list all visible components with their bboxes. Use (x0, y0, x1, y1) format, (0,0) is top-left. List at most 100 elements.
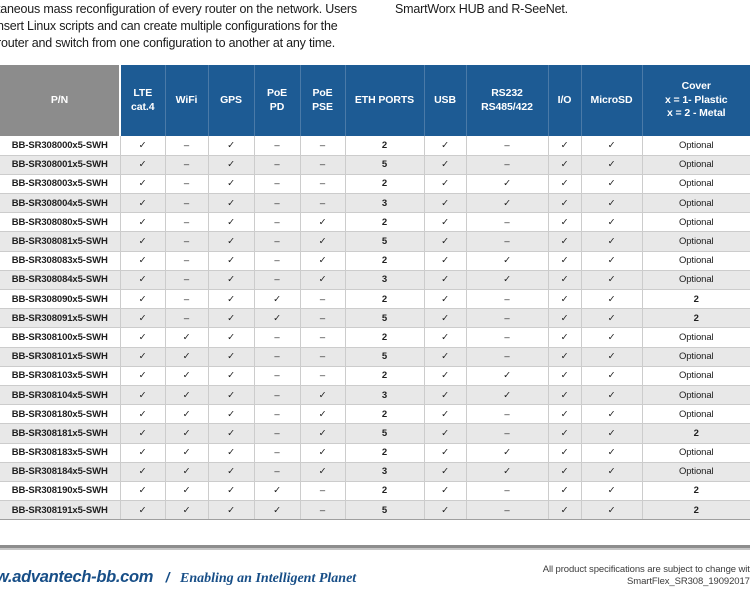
cell-poe-pse: ✓ (300, 212, 346, 233)
cell-poe-pse: – (300, 136, 346, 156)
footer-slash: / (165, 569, 170, 585)
cell-microsd: ✓ (581, 327, 643, 348)
cell-usb: ✓ (424, 174, 467, 195)
cell-microsd: ✓ (581, 366, 643, 386)
intro-line: nsert Linux scripts and can create multi… (0, 19, 338, 33)
col-header-rs232: RS232 RS485/422 (466, 65, 549, 136)
cell-poe-pd: – (254, 270, 301, 291)
cell-gps: ✓ (208, 136, 255, 156)
cell-io: ✓ (548, 404, 582, 425)
cell-poe-pd: – (254, 193, 301, 214)
intro-line: SmartWorx HUB and R-SeeNet. (395, 2, 568, 16)
pn-cell: BB-SR308104x5-SWH (0, 385, 121, 406)
cell-gps: ✓ (208, 193, 255, 214)
cell-cover: Optional (642, 462, 750, 482)
cell-cover: Optional (642, 385, 750, 406)
pn-cell: BB-SR308083x5-SWH (0, 251, 121, 271)
table-row: BB-SR308080x5-SWH ✓ – ✓ – ✓ 2 ✓ – ✓ ✓ Optional (0, 212, 750, 233)
cell-wifi: – (165, 231, 209, 252)
cell-lte: ✓ (120, 251, 166, 271)
cell-eth-ports: 2 (345, 136, 425, 156)
col-header-gps: GPS (208, 65, 255, 136)
table-row: BB-SR308181x5-SWH ✓ ✓ ✓ – ✓ 5 ✓ – ✓ ✓ 2 (0, 423, 750, 444)
cell-microsd: ✓ (581, 174, 643, 195)
cell-microsd: ✓ (581, 251, 643, 271)
pn-cell: BB-SR308183x5-SWH (0, 443, 121, 463)
table-row: BB-SR308001x5-SWH ✓ – ✓ – –5 ✓ – ✓ ✓ Optional (0, 155, 750, 175)
cell-poe-pse: ✓ (300, 385, 346, 406)
cell-wifi: – (165, 251, 209, 271)
cell-poe-pse: – (300, 155, 346, 175)
pn-cell: BB-SR308001x5-SWH (0, 155, 121, 175)
footer-brand: w.advantech-bb.com / Enabling an Intelli… (0, 568, 356, 587)
cell-cover: Optional (642, 270, 750, 291)
cell-microsd: ✓ (581, 385, 643, 406)
cell-gps: ✓ (208, 308, 255, 329)
cell-usb: ✓ (424, 251, 467, 271)
cell-eth-ports: 5 (345, 500, 425, 521)
table-row: BB-SR308101x5-SWH ✓ ✓ ✓ – –5 ✓ – ✓ ✓ Optional (0, 347, 750, 367)
cell-lte: ✓ (120, 404, 166, 425)
col-header-wifi: WiFi (165, 65, 209, 136)
cell-wifi: ✓ (165, 500, 209, 521)
cell-wifi: ✓ (165, 327, 209, 348)
cell-io: ✓ (548, 251, 582, 271)
cell-cover: Optional (642, 231, 750, 252)
cell-usb: ✓ (424, 385, 467, 406)
cell-io: ✓ (548, 327, 582, 348)
cell-wifi: – (165, 289, 209, 310)
cell-poe-pse: – (300, 308, 346, 329)
cell-poe-pd: – (254, 155, 301, 175)
cell-eth-ports: 2 (345, 327, 425, 348)
table-row: BB-SR308100x5-SWH ✓ ✓ ✓ – –2 ✓ – ✓ ✓ Optional (0, 327, 750, 348)
col-header-poe-pd: PoE PD (254, 65, 301, 136)
pn-cell: BB-SR308081x5-SWH (0, 231, 121, 252)
cell-microsd: ✓ (581, 443, 643, 463)
col-header-microsd: MicroSD (581, 65, 643, 136)
cell-cover: Optional (642, 251, 750, 271)
cell-lte: ✓ (120, 481, 166, 502)
cell-gps: ✓ (208, 481, 255, 502)
cell-microsd: ✓ (581, 347, 643, 367)
cell-microsd: ✓ (581, 155, 643, 175)
cell-eth-ports: 5 (345, 155, 425, 175)
cell-rs232: – (466, 481, 549, 502)
table-row: BB-SR308091x5-SWH ✓ – ✓ ✓ –5 ✓ – ✓ ✓ 2 (0, 308, 750, 329)
cell-poe-pse: – (300, 347, 346, 367)
table-row: BB-SR308090x5-SWH ✓ – ✓ ✓ –2 ✓ – ✓ ✓ 2 (0, 289, 750, 310)
cell-lte: ✓ (120, 231, 166, 252)
cell-eth-ports: 5 (345, 347, 425, 367)
cell-eth-ports: 2 (345, 251, 425, 271)
cell-usb: ✓ (424, 231, 467, 252)
cell-poe-pse: – (300, 193, 346, 214)
cell-microsd: ✓ (581, 289, 643, 310)
table-row: BB-SR308190x5-SWH ✓ ✓ ✓ ✓ –2 ✓ – ✓ ✓ 2 (0, 481, 750, 502)
footer-website: w.advantech-bb.com (0, 568, 154, 586)
cell-io: ✓ (548, 500, 582, 521)
table-row: BB-SR308084x5-SWH ✓ – ✓ – ✓ 3 ✓ ✓ ✓ ✓ Optional (0, 270, 750, 291)
cell-rs232: – (466, 404, 549, 425)
cell-lte: ✓ (120, 423, 166, 444)
col-header-cover: Cover x = 1- Plastic x = 2 - Metal (642, 65, 750, 136)
cell-lte: ✓ (120, 347, 166, 367)
col-header-usb: USB (424, 65, 467, 136)
cell-lte: ✓ (120, 308, 166, 329)
cell-io: ✓ (548, 443, 582, 463)
cell-usb: ✓ (424, 423, 467, 444)
cell-poe-pse: – (300, 481, 346, 502)
cell-wifi: ✓ (165, 404, 209, 425)
cell-gps: ✓ (208, 327, 255, 348)
cell-cover: 2 (642, 308, 750, 329)
cell-io: ✓ (548, 270, 582, 291)
cell-io: ✓ (548, 385, 582, 406)
cell-usb: ✓ (424, 270, 467, 291)
cell-wifi: ✓ (165, 443, 209, 463)
cell-poe-pse: – (300, 174, 346, 195)
cell-io: ✓ (548, 481, 582, 502)
cell-microsd: ✓ (581, 404, 643, 425)
cell-gps: ✓ (208, 385, 255, 406)
pn-cell: BB-SR308084x5-SWH (0, 270, 121, 291)
cell-rs232: ✓ (466, 193, 549, 214)
cell-gps: ✓ (208, 366, 255, 386)
cell-gps: ✓ (208, 404, 255, 425)
